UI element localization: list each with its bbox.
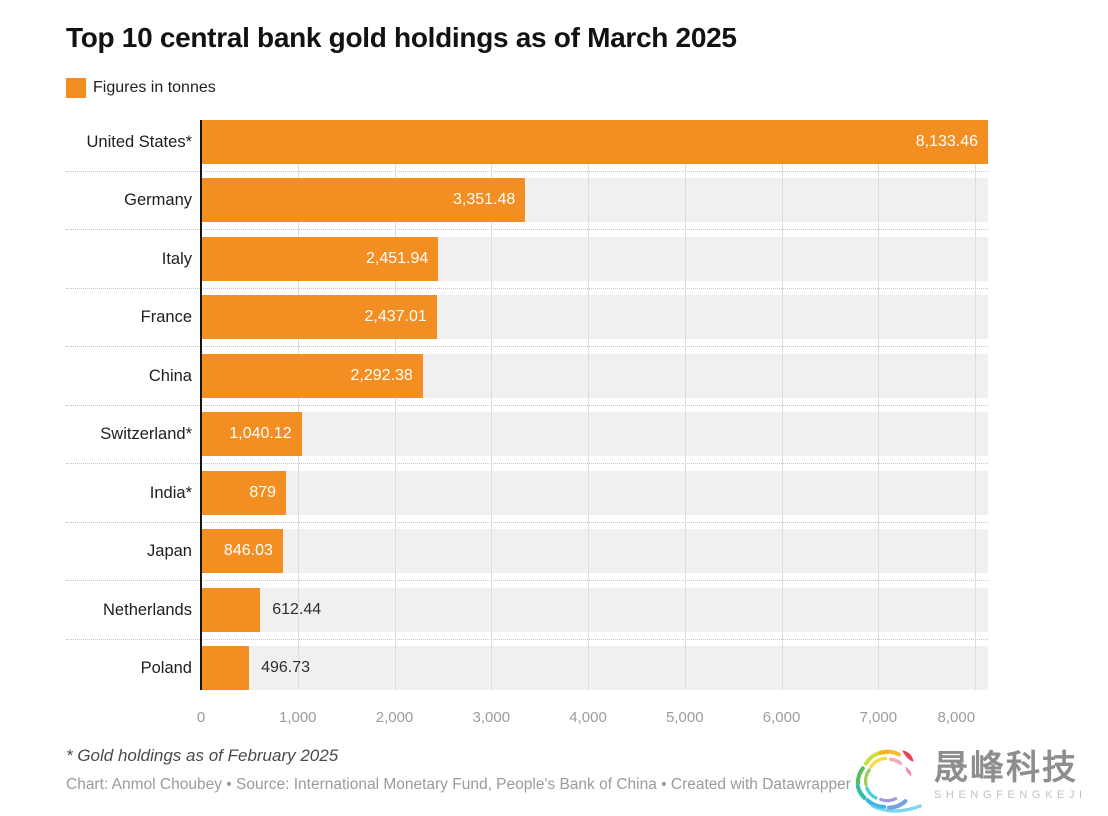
x-tick-label: 5,000	[666, 709, 704, 726]
category-label: France	[140, 308, 192, 326]
value-label: 2,437.01	[364, 308, 427, 325]
category-label: Netherlands	[103, 600, 192, 619]
row-separator	[66, 463, 988, 464]
row-band	[201, 470, 988, 515]
category-label: Japan	[147, 542, 192, 560]
bar[interactable]	[201, 587, 261, 632]
watermark-subtitle: SHENGFENGKEJI	[934, 789, 1087, 801]
row-separator	[66, 638, 988, 640]
row-band	[201, 646, 988, 690]
gridline	[297, 119, 299, 690]
category-label: Germany	[124, 191, 192, 209]
axis-baseline	[200, 119, 202, 690]
value-label: 846.03	[223, 542, 273, 559]
x-tick-label: 2,000	[375, 709, 414, 726]
value-label: 612.44	[272, 600, 322, 618]
bar[interactable]	[201, 119, 988, 164]
legend-swatch-icon	[66, 78, 86, 98]
category-label: Italy	[161, 249, 192, 268]
attribution: Chart: Anmol Choubey • Source: Internati…	[66, 776, 851, 793]
row-band	[201, 587, 988, 632]
logo-swirl-icon	[855, 749, 922, 813]
x-tick-label: 0	[196, 709, 206, 726]
chart-title: Top 10 central bank gold holdings as of …	[66, 22, 737, 53]
x-tick-label: 8,000	[937, 709, 976, 726]
x-tick-label: 4,000	[569, 709, 607, 726]
row-separator	[66, 404, 988, 406]
row-separator	[66, 521, 988, 523]
bar[interactable]	[201, 529, 283, 573]
watermark-name: 晟峰科技	[934, 749, 1078, 787]
bar[interactable]	[201, 295, 437, 339]
watermark-logo: 晟峰科技 SHENGFENGKEJI	[848, 742, 1087, 816]
row-separator	[66, 170, 988, 172]
gridline	[394, 119, 396, 690]
value-label: 2,292.38	[350, 366, 413, 384]
row-separator	[66, 229, 988, 230]
gridline	[975, 119, 977, 690]
value-label: 496.73	[261, 659, 310, 676]
gridline	[588, 119, 590, 690]
category-label: Poland	[140, 659, 192, 677]
row-separator	[66, 580, 988, 581]
bar[interactable]	[201, 470, 287, 515]
bar[interactable]	[201, 412, 302, 456]
gridline	[781, 119, 783, 690]
value-label: 3,351.48	[453, 191, 516, 208]
legend: Figures in tonnes	[66, 78, 216, 98]
bar[interactable]	[201, 236, 439, 281]
value-label: 8,133.46	[915, 132, 978, 150]
x-tick-label: 7,000	[859, 709, 898, 726]
x-tick-label: 1,000	[278, 709, 317, 726]
row-separator	[66, 346, 988, 347]
legend-label: Figures in tonnes	[93, 79, 216, 96]
value-label: 2,451.94	[365, 249, 429, 267]
gridline	[684, 119, 686, 690]
value-label: 879	[249, 483, 277, 501]
row-band	[201, 529, 988, 573]
category-label: India*	[149, 483, 192, 502]
row-separator	[66, 287, 988, 289]
bar[interactable]	[201, 353, 423, 398]
row-band	[201, 412, 988, 456]
category-label: China	[148, 366, 192, 385]
footnote: * Gold holdings as of February 2025	[66, 746, 339, 765]
category-label: Switzerland*	[100, 425, 192, 443]
category-label: United States*	[86, 132, 192, 151]
x-tick-label: 3,000	[472, 709, 511, 726]
bar-chart: United States* 8,133.46 Germany 3,351.48 Ita…	[66, 112, 988, 726]
bar[interactable]	[201, 178, 526, 222]
bar[interactable]	[201, 646, 250, 690]
gridline	[878, 119, 880, 690]
gridline	[491, 119, 493, 690]
value-label: 1,040.12	[229, 425, 292, 442]
x-tick-label: 6,000	[762, 709, 801, 726]
